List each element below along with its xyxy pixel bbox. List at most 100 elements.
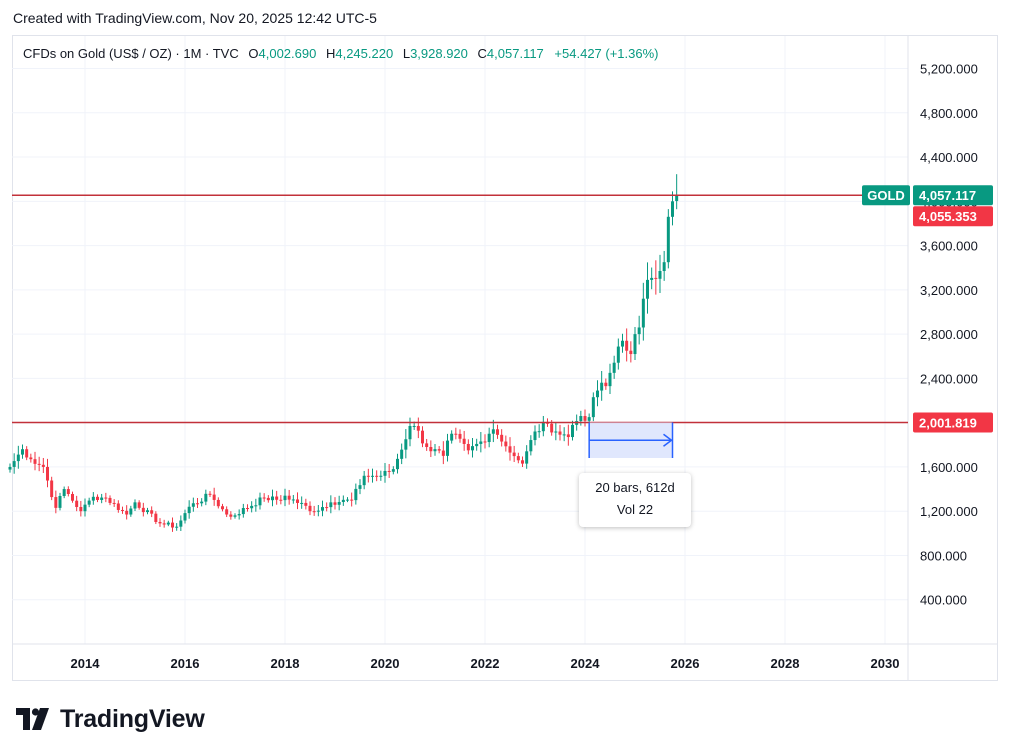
candle-body	[462, 438, 466, 444]
measure-tooltip: 20 bars, 612d Vol 22	[579, 473, 691, 527]
line-price-badge-bg	[913, 206, 993, 227]
candle-body	[141, 507, 145, 513]
candle-body	[196, 503, 199, 505]
candle-body	[154, 513, 158, 522]
candle-body	[583, 416, 587, 421]
candle-body	[437, 449, 441, 451]
candle-body	[421, 430, 424, 444]
candle-body	[675, 195, 679, 202]
candle-body	[300, 502, 304, 504]
candle-body	[237, 514, 241, 516]
candle-body	[37, 463, 41, 465]
candle-body	[187, 506, 191, 514]
y-tick-label: 400.000	[920, 593, 967, 608]
candle-body	[96, 496, 99, 500]
candle-body	[529, 440, 533, 452]
x-tick-label: 2026	[671, 656, 700, 671]
candle-body	[108, 497, 112, 503]
candle-body	[116, 503, 120, 510]
candle-body	[150, 510, 154, 514]
candle-body	[483, 441, 487, 443]
tradingview-logo[interactable]: TradingView	[16, 704, 205, 734]
candle-body	[33, 459, 37, 464]
candle-body	[429, 447, 433, 452]
candle-body	[475, 443, 479, 447]
candle-body	[71, 493, 74, 501]
candle-body	[50, 480, 54, 498]
symbol-tag-badge: GOLD	[867, 188, 905, 203]
candle-body	[83, 504, 87, 512]
x-tick-label: 2018	[271, 656, 300, 671]
y-tick-label: 3,600.000	[920, 239, 978, 254]
candle-body	[404, 439, 408, 450]
candle-body	[408, 425, 412, 440]
symbol-tag-badge-bg	[862, 185, 910, 206]
candle-body	[166, 522, 170, 525]
candle-body	[241, 508, 245, 515]
candle-body	[125, 510, 129, 515]
x-axis: 2014 2016 2018 2020 2022 2024 2026 2028 2030	[71, 656, 900, 671]
candle-body	[500, 434, 504, 442]
candle-body	[604, 382, 608, 387]
candle-body	[8, 466, 12, 470]
candle-body	[391, 469, 395, 472]
candle-body	[362, 475, 366, 486]
candle-body	[562, 434, 566, 436]
candle-body	[146, 510, 149, 513]
candle-body	[12, 461, 16, 467]
x-tick-label: 2030	[871, 656, 900, 671]
candle-body	[379, 475, 383, 477]
price-chart[interactable]: 2014 2016 2018 2020 2022 2024 2026 2028 2030 400…	[0, 0, 1011, 700]
candle-body	[191, 503, 195, 507]
candle-body	[446, 440, 449, 456]
candle-body	[296, 499, 299, 503]
candle-body	[412, 425, 416, 427]
candle-body	[387, 470, 391, 472]
candle-body	[521, 460, 524, 464]
candle-body	[266, 497, 270, 501]
tradingview-logo-icon	[16, 708, 49, 730]
candle-body	[396, 458, 399, 470]
candle-body	[616, 346, 620, 363]
candle-body	[333, 502, 337, 505]
tradingview-logo-text: TradingView	[60, 704, 205, 733]
candle-body	[316, 510, 320, 512]
candle-body	[121, 509, 124, 511]
candle-body	[212, 494, 216, 500]
candle-body	[254, 505, 258, 507]
y-tick-label: 3,200.000	[920, 283, 978, 298]
candle-body	[279, 499, 283, 501]
candle-body	[221, 506, 224, 510]
candle-body	[308, 505, 312, 512]
candle-body	[171, 522, 174, 528]
candle-body	[487, 433, 491, 443]
candle-body	[46, 466, 49, 481]
open-value: 4,002.690	[258, 46, 317, 61]
candle-body	[496, 429, 499, 435]
candle-body	[41, 464, 45, 467]
candle-body	[246, 508, 249, 510]
candle-body	[283, 495, 287, 501]
candle-body	[533, 431, 537, 441]
candle-body	[508, 446, 512, 453]
candle-body	[637, 327, 641, 335]
candle-body	[258, 497, 262, 506]
candle-body	[91, 496, 95, 501]
candle-body	[366, 475, 370, 477]
chart-frame[interactable]	[12, 35, 998, 681]
candles	[8, 174, 679, 532]
candle-body	[133, 502, 137, 509]
candle-body	[225, 509, 229, 515]
candle-body	[112, 502, 116, 504]
candle-body	[425, 443, 429, 448]
candle-body	[416, 425, 420, 431]
candle-body	[550, 423, 554, 433]
candle-body	[346, 499, 349, 501]
candle-body	[621, 340, 624, 347]
candle-body	[137, 502, 141, 508]
candle-body	[350, 499, 354, 501]
candle-body	[216, 499, 220, 507]
candle-body	[454, 433, 458, 435]
ohlc-legend: CFDs on Gold (US$ / OZ) · 1M · TVC O4,00…	[23, 46, 659, 61]
candle-body	[371, 475, 374, 477]
